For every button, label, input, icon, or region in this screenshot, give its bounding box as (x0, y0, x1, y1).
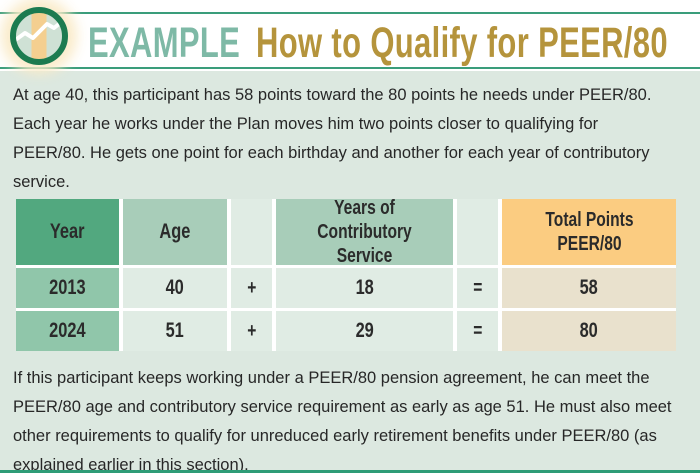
row-2013-equals: = (457, 268, 498, 308)
growth-chart-icon (10, 7, 68, 65)
example-header: EXAMPLE How to Qualify for PEER/80 (0, 0, 700, 71)
col-header-service: Years of Contributory Service (276, 197, 453, 267)
row-2013-plus: + (231, 268, 272, 308)
page-title: How to Qualify for PEER/80 (256, 19, 668, 67)
row-2024-year: 2024 (16, 311, 119, 351)
row-2024-plus: + (231, 311, 272, 351)
col-header-age: Age (123, 199, 227, 265)
row-2013-total: 58 (502, 268, 676, 308)
header-top-rule (0, 12, 700, 14)
growth-chart-medallion (10, 7, 68, 65)
example-kicker: EXAMPLE (88, 19, 241, 67)
header-bottom-rule (0, 67, 700, 69)
row-2024-equals: = (457, 311, 498, 351)
row-2013-age: 40 (123, 268, 227, 308)
row-2024-service: 29 (276, 311, 453, 351)
outro-paragraph: If this participant keeps working under … (13, 369, 672, 473)
col-header-total: Total Points PEER/80 (502, 199, 676, 265)
example-body: At age 40, this participant has 58 point… (0, 71, 700, 473)
peer80-points-table: Year Age Years of Contributory Service T… (16, 197, 676, 351)
header-titles: EXAMPLE How to Qualify for PEER/80 (88, 19, 668, 68)
col-header-year: Year (16, 199, 119, 265)
row-2024-age: 51 (123, 311, 227, 351)
col-header-equals-spacer (457, 199, 498, 265)
page-bottom-rule (0, 470, 700, 473)
row-2024-total: 80 (502, 311, 676, 351)
row-2013-service: 18 (276, 268, 453, 308)
col-header-plus-spacer (231, 199, 272, 265)
row-2013-year: 2013 (16, 268, 119, 308)
intro-paragraph: At age 40, this participant has 58 point… (13, 86, 652, 191)
upward-trend-line-icon (16, 19, 62, 43)
